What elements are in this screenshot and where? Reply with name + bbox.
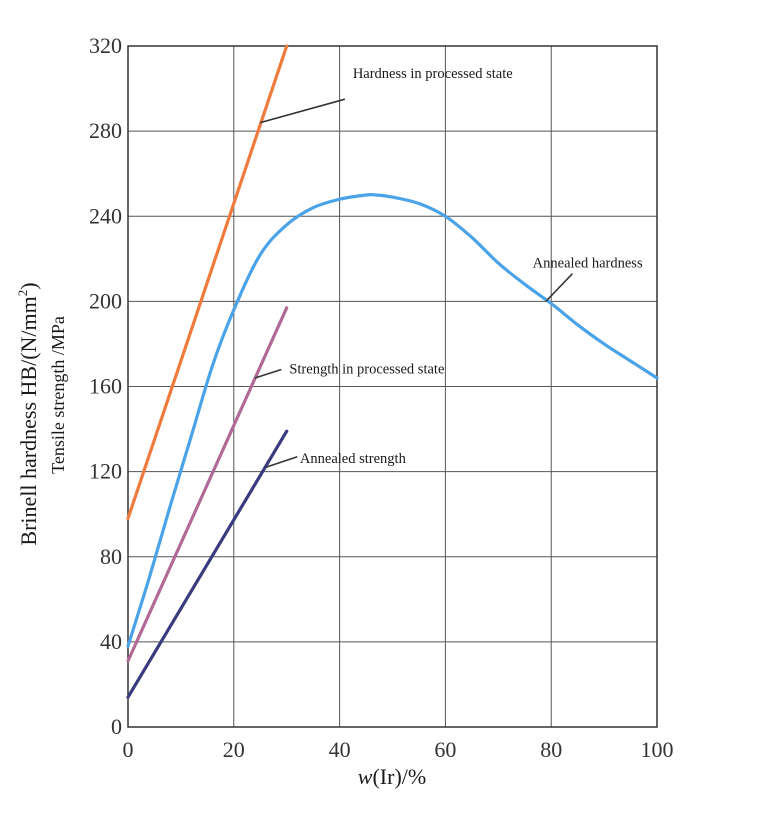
y-tick-label: 280 [89, 118, 122, 143]
x-tick-label: 20 [223, 737, 245, 762]
y-axis-title-primary-close: ) [16, 282, 41, 289]
series-line-1 [126, 44, 289, 520]
annotations: Hardness in processed state Annealed hard… [254, 66, 643, 469]
y-tick-label: 320 [89, 33, 122, 58]
annotation-label-1: Hardness in processed state [353, 66, 513, 82]
annotation-label-2: Annealed hardness [533, 255, 643, 271]
y-tick-label: 160 [89, 374, 122, 399]
x-tick-label: 0 [123, 737, 134, 762]
x-tick-label: 40 [329, 737, 351, 762]
y-tick-label: 240 [89, 203, 122, 228]
series-layer [126, 44, 659, 699]
tick-labels: 0 20 40 60 80 100 0 40 80 120 160 200 240 280 320 [89, 33, 674, 762]
annotation-pointer-3 [254, 368, 282, 379]
series-line-2 [126, 192, 659, 648]
y-tick-label: 80 [100, 544, 122, 569]
x-axis-title-rest: (Ir)/% [372, 764, 426, 789]
series-line-3 [126, 306, 289, 663]
y-axis-title-primary: Brinell hardness HB/(N/mm2) [15, 282, 41, 545]
y-tick-label: 0 [111, 714, 122, 739]
y-axis-title-primary-main: Brinell hardness HB/(N/mm [16, 296, 41, 545]
plot-frame [127, 45, 658, 728]
y-axis-title-secondary: Tensile strength /MPa [48, 316, 68, 474]
annotation-pointer-2 [545, 273, 573, 302]
y-tick-label: 40 [100, 629, 122, 654]
y-tick-label: 120 [89, 459, 122, 484]
x-tick-label: 100 [641, 737, 674, 762]
x-tick-label: 60 [434, 737, 456, 762]
x-tick-label: 80 [540, 737, 562, 762]
series-line-4 [126, 429, 289, 699]
annotation-label-3: Strength in processed state [289, 362, 444, 378]
annotation-pointer-1 [260, 98, 346, 124]
y-axis-title-primary-sup: 2 [15, 290, 30, 297]
y-tick-label: 200 [89, 288, 122, 313]
x-axis-title-var: w [358, 764, 373, 789]
x-axis-title: w(Ir)/% [358, 764, 426, 789]
annotation-label-4: Annealed strength [300, 451, 407, 467]
annotation-pointer-4 [265, 455, 298, 469]
